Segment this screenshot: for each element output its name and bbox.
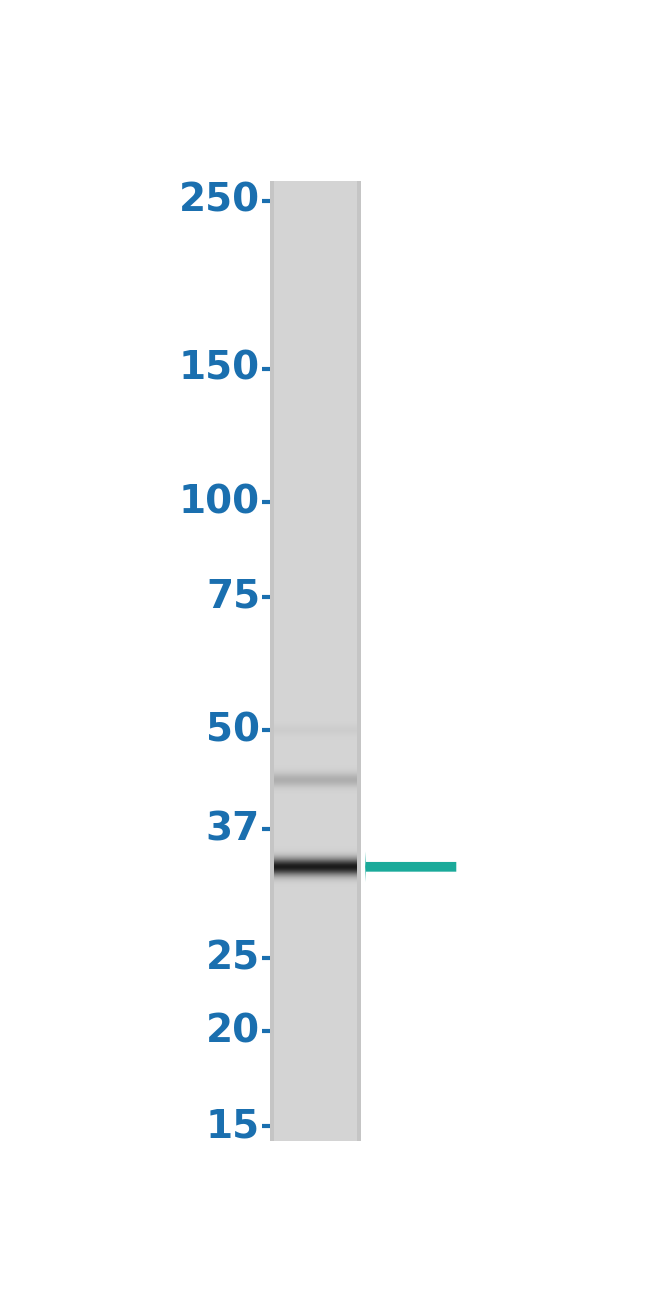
Text: 15: 15 [206, 1107, 260, 1146]
Bar [357, 181, 361, 1141]
Text: 100: 100 [179, 483, 260, 521]
Text: 25: 25 [206, 939, 260, 977]
Text: 50: 50 [206, 711, 260, 750]
Text: 75: 75 [206, 578, 260, 616]
Bar [270, 181, 361, 1141]
Text: 37: 37 [206, 811, 260, 848]
Text: 250: 250 [179, 182, 260, 220]
Text: 20: 20 [206, 1012, 260, 1051]
Bar [270, 181, 274, 1141]
Text: 150: 150 [179, 349, 260, 388]
